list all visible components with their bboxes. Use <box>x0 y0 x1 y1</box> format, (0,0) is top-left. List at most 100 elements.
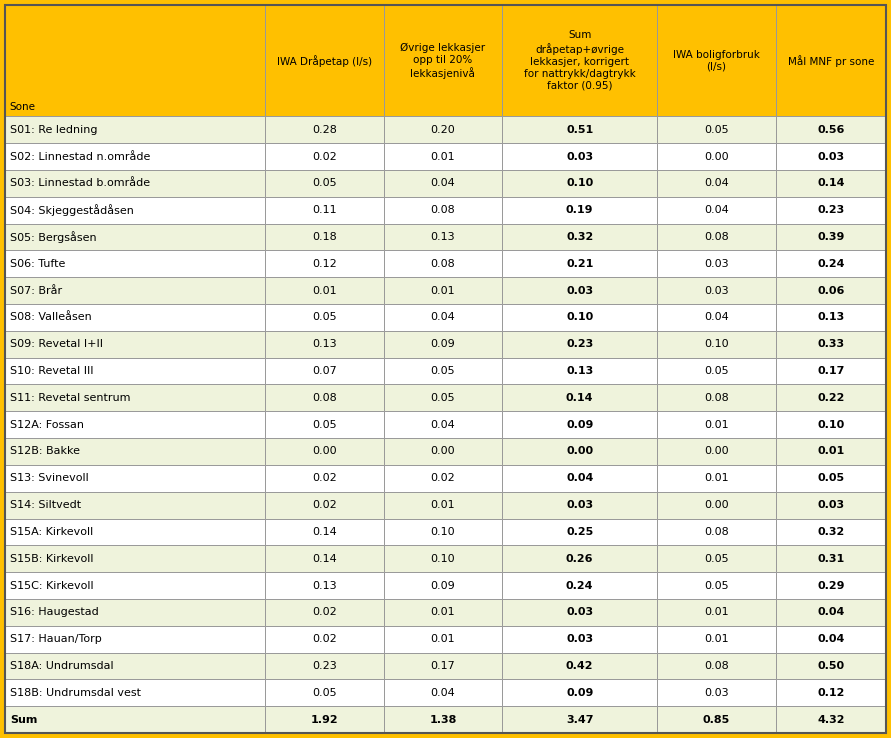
Bar <box>5 706 266 733</box>
Text: 0.00: 0.00 <box>312 446 337 457</box>
Bar <box>658 465 776 492</box>
Bar <box>776 599 886 626</box>
Bar <box>776 331 886 358</box>
Bar <box>384 117 503 143</box>
Bar <box>503 250 658 277</box>
Bar <box>5 438 266 465</box>
Bar <box>658 706 776 733</box>
Text: S06: Tufte: S06: Tufte <box>10 259 65 269</box>
Bar <box>503 411 658 438</box>
Text: 0.12: 0.12 <box>817 688 845 698</box>
Bar <box>5 277 266 304</box>
Text: S04: Skjeggestådåsen: S04: Skjeggestådåsen <box>10 204 134 216</box>
Bar <box>266 197 384 224</box>
Text: 0.08: 0.08 <box>312 393 337 403</box>
Text: 0.05: 0.05 <box>312 312 337 323</box>
Text: 0.21: 0.21 <box>566 259 593 269</box>
Text: 0.05: 0.05 <box>312 420 337 430</box>
Text: 0.02: 0.02 <box>312 151 337 162</box>
Bar <box>266 358 384 384</box>
Text: 0.03: 0.03 <box>704 286 729 296</box>
Text: 0.23: 0.23 <box>312 661 337 671</box>
Text: 0.32: 0.32 <box>566 232 593 242</box>
Bar <box>5 652 266 680</box>
Text: 0.39: 0.39 <box>817 232 845 242</box>
Bar <box>776 358 886 384</box>
Bar <box>776 680 886 706</box>
Text: 0.20: 0.20 <box>430 125 455 135</box>
Bar <box>658 143 776 170</box>
Text: S15B: Kirkevoll: S15B: Kirkevoll <box>10 554 94 564</box>
Text: 0.56: 0.56 <box>817 125 845 135</box>
Bar <box>266 5 384 117</box>
Text: 0.19: 0.19 <box>566 205 593 215</box>
Bar <box>503 143 658 170</box>
Text: 0.05: 0.05 <box>430 366 455 376</box>
Text: S07: Brår: S07: Brår <box>10 286 62 296</box>
Bar <box>266 224 384 250</box>
Bar <box>503 572 658 599</box>
Text: 0.13: 0.13 <box>312 339 337 349</box>
Bar <box>384 626 503 652</box>
Text: 0.13: 0.13 <box>312 581 337 590</box>
Text: 0.17: 0.17 <box>430 661 455 671</box>
Bar <box>776 465 886 492</box>
Text: 0.03: 0.03 <box>566 607 593 618</box>
Bar <box>658 438 776 465</box>
Text: S17: Hauan/Torp: S17: Hauan/Torp <box>10 634 102 644</box>
Text: S02: Linnestad n.område: S02: Linnestad n.område <box>10 151 151 162</box>
Bar <box>776 706 886 733</box>
Bar <box>5 143 266 170</box>
Text: 0.23: 0.23 <box>817 205 845 215</box>
Bar <box>384 304 503 331</box>
Text: 0.10: 0.10 <box>817 420 845 430</box>
Bar <box>266 304 384 331</box>
Bar <box>658 680 776 706</box>
Bar <box>384 197 503 224</box>
Bar <box>266 331 384 358</box>
Bar <box>776 143 886 170</box>
Bar <box>5 117 266 143</box>
Text: 0.13: 0.13 <box>817 312 845 323</box>
Bar <box>384 277 503 304</box>
Text: 0.25: 0.25 <box>566 527 593 537</box>
Bar <box>776 438 886 465</box>
Bar <box>776 117 886 143</box>
Bar <box>503 224 658 250</box>
Text: 0.02: 0.02 <box>312 634 337 644</box>
Text: 0.00: 0.00 <box>704 446 729 457</box>
Bar <box>658 599 776 626</box>
Bar <box>503 277 658 304</box>
Bar <box>5 680 266 706</box>
Bar <box>658 331 776 358</box>
Bar <box>776 492 886 519</box>
Text: Sum
dråpetap+øvrige
lekkasjer, korrigert
for nattrykk/dagtrykk
faktor (0.95): Sum dråpetap+øvrige lekkasjer, korrigert… <box>524 30 635 91</box>
Bar <box>503 304 658 331</box>
Bar <box>776 545 886 572</box>
Bar <box>384 143 503 170</box>
Text: 0.12: 0.12 <box>312 259 337 269</box>
Text: 0.01: 0.01 <box>312 286 337 296</box>
Bar <box>658 519 776 545</box>
Bar <box>266 706 384 733</box>
Text: 0.04: 0.04 <box>430 179 455 188</box>
Text: 0.04: 0.04 <box>566 473 593 483</box>
Bar <box>384 572 503 599</box>
Bar <box>5 599 266 626</box>
Bar <box>503 117 658 143</box>
Bar <box>776 652 886 680</box>
Bar <box>658 545 776 572</box>
Text: 0.01: 0.01 <box>430 607 455 618</box>
Text: 3.47: 3.47 <box>566 714 593 725</box>
Text: 0.03: 0.03 <box>704 688 729 698</box>
Text: 0.04: 0.04 <box>430 420 455 430</box>
Text: 0.22: 0.22 <box>817 393 845 403</box>
Text: 0.01: 0.01 <box>817 446 845 457</box>
Bar <box>658 170 776 197</box>
Bar <box>658 411 776 438</box>
Bar <box>658 250 776 277</box>
Text: S14: Siltvedt: S14: Siltvedt <box>10 500 81 510</box>
Text: S05: Bergsåsen: S05: Bergsåsen <box>10 231 96 243</box>
Bar <box>384 438 503 465</box>
Bar <box>5 572 266 599</box>
